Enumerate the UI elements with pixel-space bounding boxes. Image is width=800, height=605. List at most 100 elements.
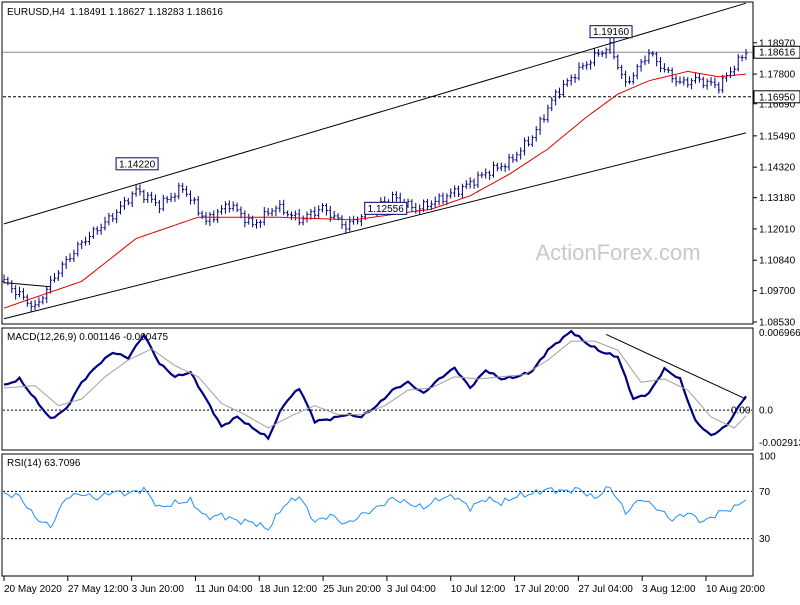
candle (258, 219, 262, 228)
rsi-tick-label: 100 (759, 452, 776, 463)
macd-panel-frame (1, 327, 754, 451)
candle (56, 270, 60, 281)
candle (705, 78, 709, 90)
candle (693, 72, 697, 84)
watermark: ActionForex.com (535, 240, 700, 265)
candle (235, 202, 239, 213)
candle (313, 206, 317, 219)
candle (18, 286, 22, 298)
price-tick-label: 1.08530 (759, 318, 796, 329)
candle (262, 207, 266, 226)
candle (701, 76, 705, 89)
candle (231, 201, 235, 212)
candle (546, 104, 550, 123)
candle (612, 37, 616, 60)
time-tick-label: 11 Jun 04:00 (195, 584, 253, 595)
candle (274, 205, 278, 217)
candle (573, 73, 577, 83)
candle (10, 280, 14, 294)
candle (142, 189, 146, 204)
price-tick-label: 1.10840 (759, 256, 796, 267)
candle (453, 185, 457, 198)
candle (208, 212, 212, 227)
candle (534, 126, 538, 142)
time-tick-label: 3 Jul 04:00 (387, 584, 436, 595)
candle (740, 54, 744, 62)
candle (41, 295, 45, 305)
candle (278, 200, 282, 213)
candle (600, 50, 604, 57)
candle (592, 48, 596, 67)
candle (212, 210, 216, 223)
current-price-tag: 1.18616 (753, 45, 800, 59)
candle (196, 196, 200, 216)
candle (425, 198, 429, 211)
annotation-box (364, 201, 408, 215)
candle (243, 210, 247, 228)
candle (60, 261, 64, 278)
candle (697, 73, 701, 83)
price-annotation: 1.12556 (364, 201, 408, 215)
price-tick-label: 1.13180 (759, 193, 796, 204)
candle (460, 183, 464, 198)
candle (29, 300, 33, 312)
candle (76, 241, 80, 257)
candle (507, 153, 511, 171)
candle (227, 200, 231, 213)
candle (223, 201, 227, 214)
candle (321, 203, 325, 213)
price-annotation: 1.14220 (115, 157, 159, 171)
candle (631, 72, 635, 85)
candle (526, 136, 530, 147)
candle (72, 249, 76, 262)
candle (441, 192, 445, 205)
candle (639, 59, 643, 72)
macd-zero-tag: 0.00 (731, 406, 751, 417)
candle (49, 275, 53, 294)
candle (744, 48, 748, 61)
candle (6, 276, 10, 286)
candle (690, 78, 694, 90)
time-tick-label: 27 May 12:00 (68, 584, 129, 595)
candle (270, 207, 274, 217)
candle (169, 192, 173, 203)
current-price-tag-text: 1.18616 (759, 48, 796, 59)
candle (627, 76, 631, 85)
time-tick-label: 17 Jul 20:00 (515, 584, 570, 595)
candle (558, 87, 562, 99)
candle (659, 57, 663, 73)
candle (134, 184, 138, 197)
time-tick-label: 27 Jul 04:00 (578, 584, 633, 595)
candle (410, 199, 414, 212)
annotation-text: 1.14220 (119, 159, 156, 170)
candle (286, 210, 290, 217)
candle (472, 178, 476, 189)
signal-line (3, 340, 747, 429)
candle (282, 199, 286, 216)
candle (585, 61, 589, 70)
candle (95, 226, 99, 235)
candle (678, 76, 682, 85)
annotation-box (115, 157, 159, 171)
rsi-tick-label: 30 (759, 534, 771, 545)
candle (616, 54, 620, 70)
macd-tick-label: 0.0 (759, 406, 773, 417)
candle (216, 208, 220, 223)
candle (437, 193, 441, 206)
time-tick-label: 3 Jun 20:00 (132, 584, 185, 595)
candle (177, 182, 181, 200)
candle (581, 62, 585, 70)
candle (2, 274, 6, 284)
candle (80, 239, 84, 249)
candle (150, 191, 154, 203)
candle (484, 168, 488, 179)
candle (356, 216, 360, 225)
candle (736, 53, 740, 72)
annotation-text: 1.19160 (593, 27, 630, 38)
rsi-plot (3, 486, 752, 540)
price-tick-label: 1.14320 (759, 163, 796, 174)
symbol-label: EURUSD,H4 (7, 7, 65, 18)
candle (686, 77, 690, 88)
candle (21, 288, 25, 300)
